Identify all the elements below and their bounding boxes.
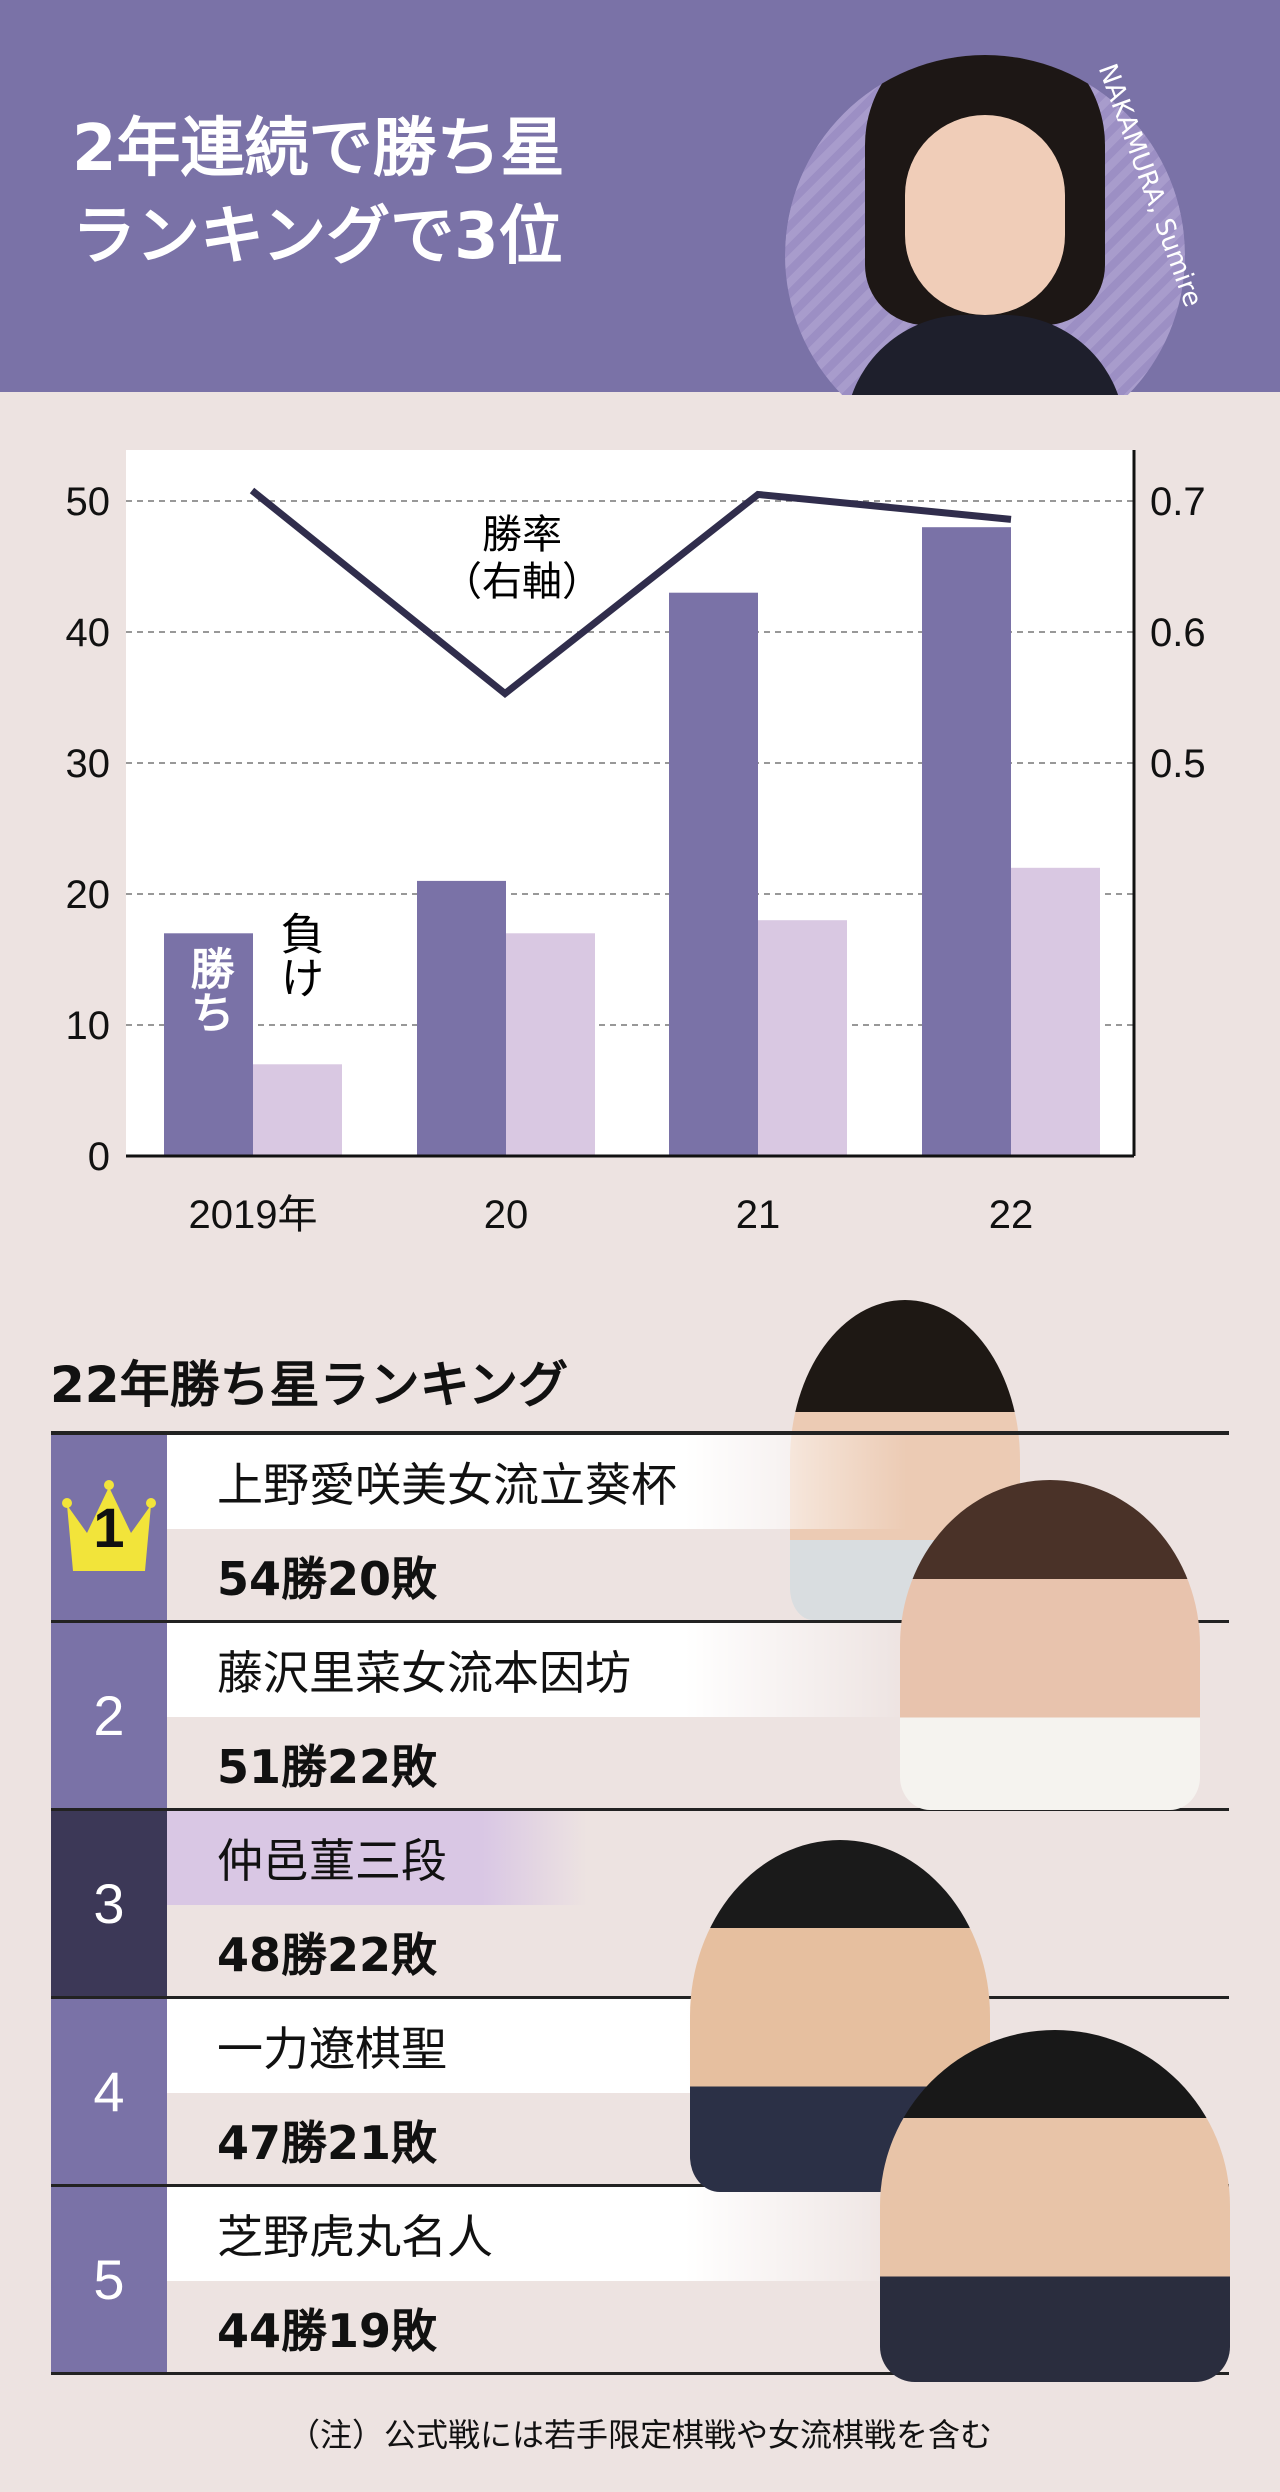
loss-bar-20 <box>506 933 595 1156</box>
rank-label: 2 <box>93 1684 125 1747</box>
win-bar-2019年 <box>164 933 253 1156</box>
win-bar-20 <box>417 880 506 1156</box>
wins-label: 勝ち <box>183 946 235 1034</box>
left-tick-label: 40 <box>66 611 111 655</box>
x-tick-label: 22 <box>989 1193 1034 1237</box>
x-tick-label: 21 <box>736 1193 781 1237</box>
left-tick-label: 0 <box>88 1135 110 1179</box>
rank-number: 5 <box>51 2187 167 2372</box>
photo-fujisawa <box>900 1480 1200 1810</box>
player-name: 藤沢里菜女流本因坊 <box>167 1623 907 1717</box>
player-record: 47勝21敗 <box>217 2116 438 2170</box>
right-tick-label: 0.5 <box>1150 742 1206 786</box>
loss-bar-21 <box>758 920 847 1156</box>
player-record: 54勝20敗 <box>217 1552 438 1606</box>
right-tick-label: 0.6 <box>1150 611 1206 655</box>
photo-shibano <box>880 2030 1230 2382</box>
player-name: 芝野虎丸名人 <box>167 2187 907 2281</box>
x-tick-label: 2019年 <box>189 1193 318 1237</box>
nakamura-portrait <box>785 55 1185 395</box>
right-tick-label: 0.7 <box>1150 480 1206 524</box>
ranking-row: 1 上野愛咲美女流立葵杯 54勝20敗 <box>51 1435 1229 1623</box>
x-tick-label: 20 <box>484 1193 529 1237</box>
page-title: 2年連続で勝ち星 ランキングで3位 <box>72 105 565 281</box>
rank-number: 3 <box>51 1811 167 1996</box>
ranking-table: 1 上野愛咲美女流立葵杯 54勝20敗 2 藤沢里菜女流本因坊 51勝22敗 3 仲… <box>51 1431 1229 2375</box>
left-tick-label: 20 <box>66 873 111 917</box>
rank-number: 2 <box>51 1623 167 1808</box>
ranking-row: 3 仲邑菫三段 48勝22敗 <box>51 1811 1229 1999</box>
win-rate-line <box>249 487 1012 699</box>
win-bar-21 <box>669 592 758 1156</box>
rate-label-1: 勝率 <box>482 512 562 558</box>
rank-label: 3 <box>93 1872 125 1935</box>
player-name: 上野愛咲美女流立葵杯 <box>167 1435 907 1529</box>
rate-label-2: （右軸） <box>442 559 602 605</box>
player-record: 44勝19敗 <box>217 2304 438 2358</box>
rank-label: 1 <box>93 1496 125 1559</box>
player-record: 48勝22敗 <box>217 1928 438 1982</box>
left-tick-label: 30 <box>66 742 111 786</box>
rank-number: 1 <box>51 1435 167 1620</box>
left-tick-label: 50 <box>66 480 111 524</box>
rank-label: 5 <box>93 2248 125 2311</box>
rank-label: 4 <box>93 2060 125 2123</box>
ranking-title: 22年勝ち星ランキング <box>50 1356 569 1414</box>
win-bar-22 <box>922 527 1011 1156</box>
player-record: 51勝22敗 <box>217 1740 438 1794</box>
crown-icon <box>62 1480 156 1571</box>
title-line-1: 2年連続で勝ち星 <box>72 112 565 186</box>
footnote: （注）公式戦には若手限定棋戦や女流棋戦を含む <box>287 2416 992 2454</box>
losses-label: 負け <box>273 911 324 999</box>
ranking-row: 2 藤沢里菜女流本因坊 51勝22敗 <box>51 1623 1229 1811</box>
loss-bar-2019年 <box>253 1064 342 1156</box>
player-name: 仲邑菫三段 <box>167 1811 587 1905</box>
title-line-2: ランキングで3位 <box>72 200 563 274</box>
left-tick-label: 10 <box>66 1004 111 1048</box>
rank-number: 4 <box>51 1999 167 2184</box>
loss-bar-22 <box>1011 867 1100 1156</box>
header: 2年連続で勝ち星 ランキングで3位 NAKAMURA, Sumire <box>0 0 1280 395</box>
ranking-row: 5 芝野虎丸名人 44勝19敗 <box>51 2187 1229 2375</box>
